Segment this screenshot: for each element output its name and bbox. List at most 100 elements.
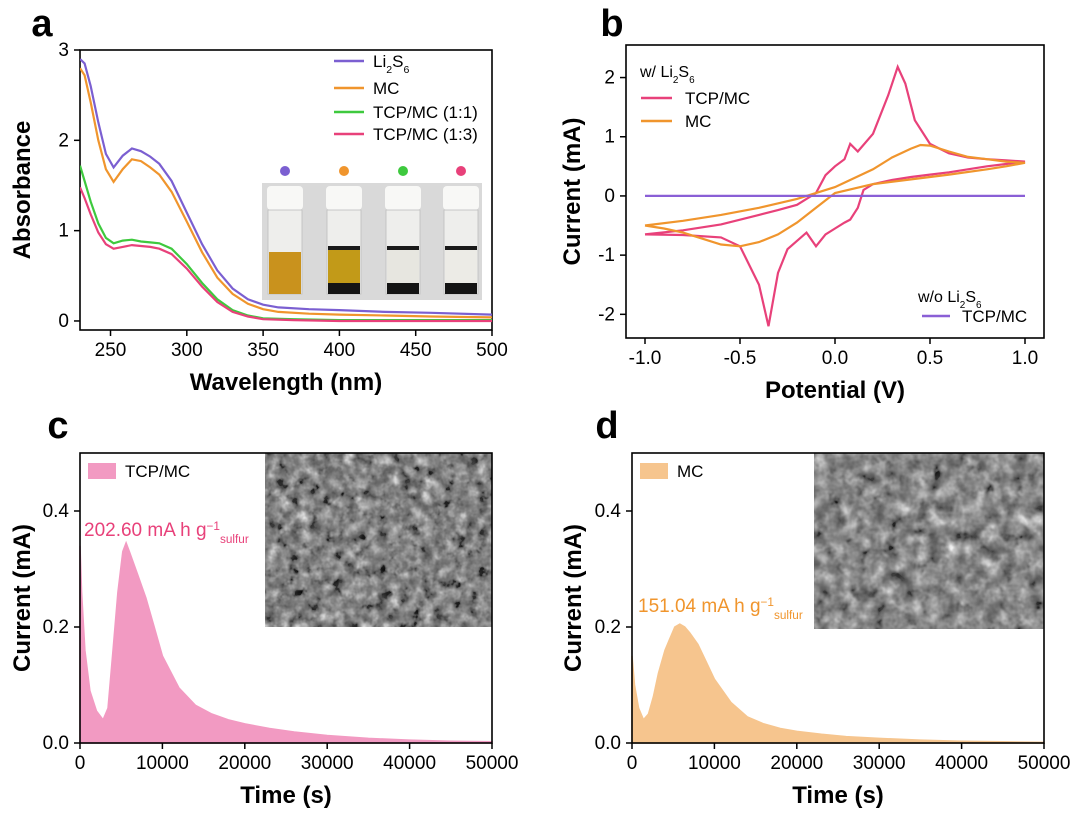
x-tick-label: 0 bbox=[75, 753, 86, 774]
series-line bbox=[80, 58, 492, 316]
area-series bbox=[79, 540, 493, 744]
series-line bbox=[80, 186, 492, 323]
x-tick-label: 400 bbox=[324, 340, 356, 361]
legend-label: TCP/MC bbox=[962, 307, 1027, 326]
x-tick-label: 500 bbox=[476, 340, 508, 361]
x-tick-label: 1.0 bbox=[1012, 348, 1038, 369]
sem-texture bbox=[265, 453, 492, 627]
area-series bbox=[631, 623, 1045, 744]
x-tick-label: -0.5 bbox=[724, 348, 757, 369]
y-tick-label: 0.0 bbox=[595, 733, 621, 754]
x-axis-label: Wavelength (nm) bbox=[190, 369, 382, 396]
x-axis-label: Time (s) bbox=[240, 782, 332, 809]
y-tick-label: -1 bbox=[598, 245, 615, 266]
y-axis-label: Current (mA) bbox=[560, 524, 587, 672]
legend-title-with: w/ Li2S6 bbox=[639, 64, 695, 86]
series-line bbox=[80, 67, 492, 319]
x-tick-label: 50000 bbox=[466, 753, 519, 774]
legend-swatch bbox=[88, 463, 116, 479]
y-tick-label: 2 bbox=[58, 130, 69, 151]
y-axis-label: Current (mA) bbox=[559, 118, 586, 266]
vial-bottom bbox=[328, 283, 360, 294]
x-tick-label: 20000 bbox=[770, 753, 823, 774]
color-marker-dot bbox=[456, 166, 466, 176]
y-tick-label: 0.2 bbox=[43, 617, 69, 638]
panel-label-c: c bbox=[47, 405, 68, 447]
legend-label: TCP/MC bbox=[685, 89, 750, 108]
panel-label-a: a bbox=[31, 3, 53, 45]
x-tick-label: 300 bbox=[171, 340, 203, 361]
x-tick-label: 450 bbox=[400, 340, 432, 361]
x-tick-label: 10000 bbox=[136, 753, 189, 774]
legend-title-without: w/o Li2S6 bbox=[917, 289, 982, 311]
y-tick-label: 0 bbox=[58, 311, 69, 332]
vial-bottom bbox=[445, 283, 477, 294]
x-tick-label: -1.0 bbox=[629, 348, 662, 369]
vial-cap bbox=[443, 186, 479, 210]
panel-label-d: d bbox=[595, 405, 618, 447]
y-tick-label: 0.2 bbox=[595, 617, 621, 638]
panel-a-uv-vis: 250 300 350 400 450 500 0 1 2 3 Wavelength (nm) Abs… bbox=[9, 40, 508, 396]
panel-d-mc-deposition: 0 10000 20000 30000 40000 50000 0.0 0.2 0.4 Time … bbox=[560, 452, 1071, 809]
plot-frame bbox=[79, 452, 493, 744]
inset-sem-micrograph bbox=[814, 453, 1044, 629]
y-axis-label: Current (mA) bbox=[9, 524, 36, 672]
vial-band bbox=[445, 246, 477, 250]
x-tick-label: 0.0 bbox=[822, 348, 848, 369]
x-tick-label: 20000 bbox=[218, 753, 271, 774]
vial-cap bbox=[385, 186, 421, 210]
legend: Li2S6 MC TCP/MC (1:1) TCP/MC (1:3) bbox=[334, 52, 478, 144]
x-tick-label: 350 bbox=[247, 340, 279, 361]
y-tick-label: 0 bbox=[604, 186, 615, 207]
vial-cap bbox=[267, 186, 303, 210]
y-axis-label: Absorbance bbox=[9, 121, 36, 260]
x-axis-label: Time (s) bbox=[792, 782, 884, 809]
legend-label: Li2S6 bbox=[373, 52, 409, 76]
x-tick-label: 40000 bbox=[935, 753, 988, 774]
vial-bottom bbox=[387, 283, 419, 294]
legend-label: MC bbox=[685, 112, 711, 131]
vial-band bbox=[387, 246, 419, 250]
x-tick-label: 0 bbox=[627, 753, 638, 774]
inset-photo bbox=[262, 166, 482, 300]
y-tick-label: 0.4 bbox=[595, 501, 622, 522]
color-marker-dot bbox=[339, 166, 349, 176]
panel-b-cv: -1.0 -0.5 0.0 0.5 1.0 -2 -1 0 1 2 Potential (V) Cur… bbox=[559, 44, 1045, 404]
x-tick-label: 30000 bbox=[853, 753, 906, 774]
x-tick-label: 50000 bbox=[1018, 753, 1071, 774]
series-line bbox=[644, 63, 1026, 327]
capacity-annotation: 151.04 mA h g−1sulfur bbox=[638, 596, 803, 622]
sem-texture bbox=[814, 453, 1044, 629]
y-tick-label: 0.4 bbox=[43, 501, 70, 522]
legend-label: MC bbox=[373, 79, 399, 98]
x-tick-label: 0.5 bbox=[917, 348, 943, 369]
color-marker-dot bbox=[280, 166, 290, 176]
vial-cap bbox=[326, 186, 362, 210]
panel-label-b: b bbox=[600, 3, 623, 45]
plot-frame bbox=[631, 452, 1045, 744]
panel-c-tcpmc-deposition: 0 10000 20000 30000 40000 50000 0.0 0.2 0.4 Time … bbox=[9, 452, 519, 809]
y-tick-label: 2 bbox=[604, 68, 615, 89]
inset-sem-micrograph bbox=[265, 453, 492, 627]
x-tick-label: 40000 bbox=[383, 753, 436, 774]
legend-label: TCP/MC (1:1) bbox=[373, 103, 478, 122]
x-axis-label: Potential (V) bbox=[765, 377, 905, 404]
y-tick-label: 1 bbox=[604, 127, 615, 148]
y-tick-label: 3 bbox=[58, 40, 69, 61]
y-tick-label: 1 bbox=[58, 221, 69, 242]
y-tick-label: -2 bbox=[598, 304, 615, 325]
vial-liquid bbox=[269, 252, 301, 294]
vial-band bbox=[328, 246, 360, 250]
y-tick-label: 0.0 bbox=[43, 733, 69, 754]
color-marker-dot bbox=[398, 166, 408, 176]
legend-label: TCP/MC (1:3) bbox=[373, 125, 478, 144]
x-tick-label: 30000 bbox=[301, 753, 354, 774]
x-tick-label: 10000 bbox=[688, 753, 741, 774]
x-tick-label: 250 bbox=[95, 340, 127, 361]
series-line bbox=[644, 143, 1026, 248]
capacity-annotation: 202.60 mA h g−1sulfur bbox=[84, 520, 249, 546]
legend-swatch bbox=[640, 463, 668, 479]
legend-label: TCP/MC bbox=[125, 462, 190, 481]
legend-label: MC bbox=[677, 462, 703, 481]
